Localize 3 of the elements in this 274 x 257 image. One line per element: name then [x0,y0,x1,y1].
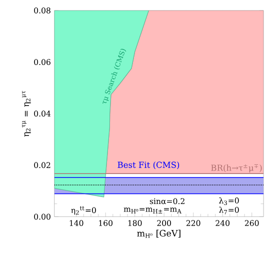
band-label: Best Fit (CMS) [118,162,180,170]
ref-line-label: BR(h→τ$^{±}$μ$^{∓}$) [211,164,262,172]
x-axis-title: m$_{H⁰}$ [GeV] [137,230,180,238]
